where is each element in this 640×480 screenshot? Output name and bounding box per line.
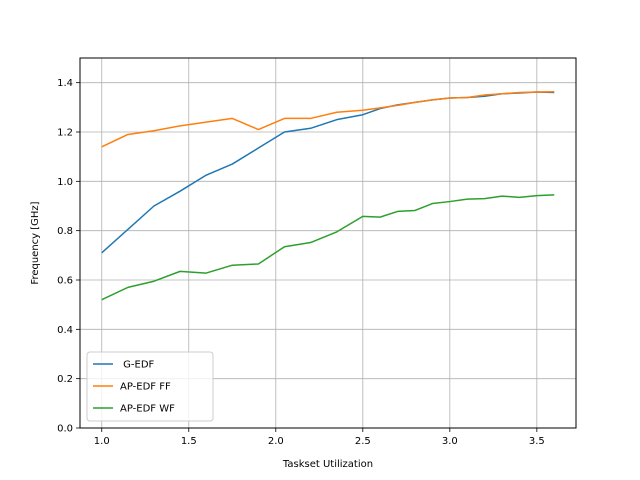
y-tick-label: 1.2 [57,128,73,139]
x-tick-label: 2.0 [268,436,284,447]
y-axis-label: Frequency [GHz] [30,201,41,284]
plot-frame [79,57,577,429]
y-tick-label: 0.8 [57,226,73,237]
x-tick-label: 1.5 [181,436,197,447]
series-line-1 [101,91,555,148]
legend-label-1: AP-EDF FF [120,382,171,393]
y-tick-label: 0.2 [57,374,73,385]
y-tick-label: 0.4 [57,325,73,336]
x-tick-label: 3.5 [529,436,545,447]
series-line-2 [101,194,555,301]
legend: G-EDF AP-EDF FF AP-EDF WF [86,351,214,422]
legend-label-2: AP-EDF WF [120,404,175,415]
y-tick-label: 0.0 [57,424,73,435]
y-tick-label: 1.0 [57,177,73,188]
y-tick-label: 0.6 [57,276,73,287]
x-tick-label: 2.5 [355,436,371,447]
axis-ticks: 1.0 1.5 2.0 2.5 3.0 3.5 0.0 0.2 0.4 0.6 0.8 1.0 1.2 1… [57,78,545,447]
x-axis-label: Taskset Utilization [282,459,373,470]
legend-label-0: G-EDF [120,360,155,371]
x-tick-label: 1.0 [94,436,110,447]
x-tick-label: 3.0 [442,436,458,447]
series-layer [101,91,555,301]
y-tick-label: 1.4 [57,78,73,89]
legend-box [86,351,214,422]
